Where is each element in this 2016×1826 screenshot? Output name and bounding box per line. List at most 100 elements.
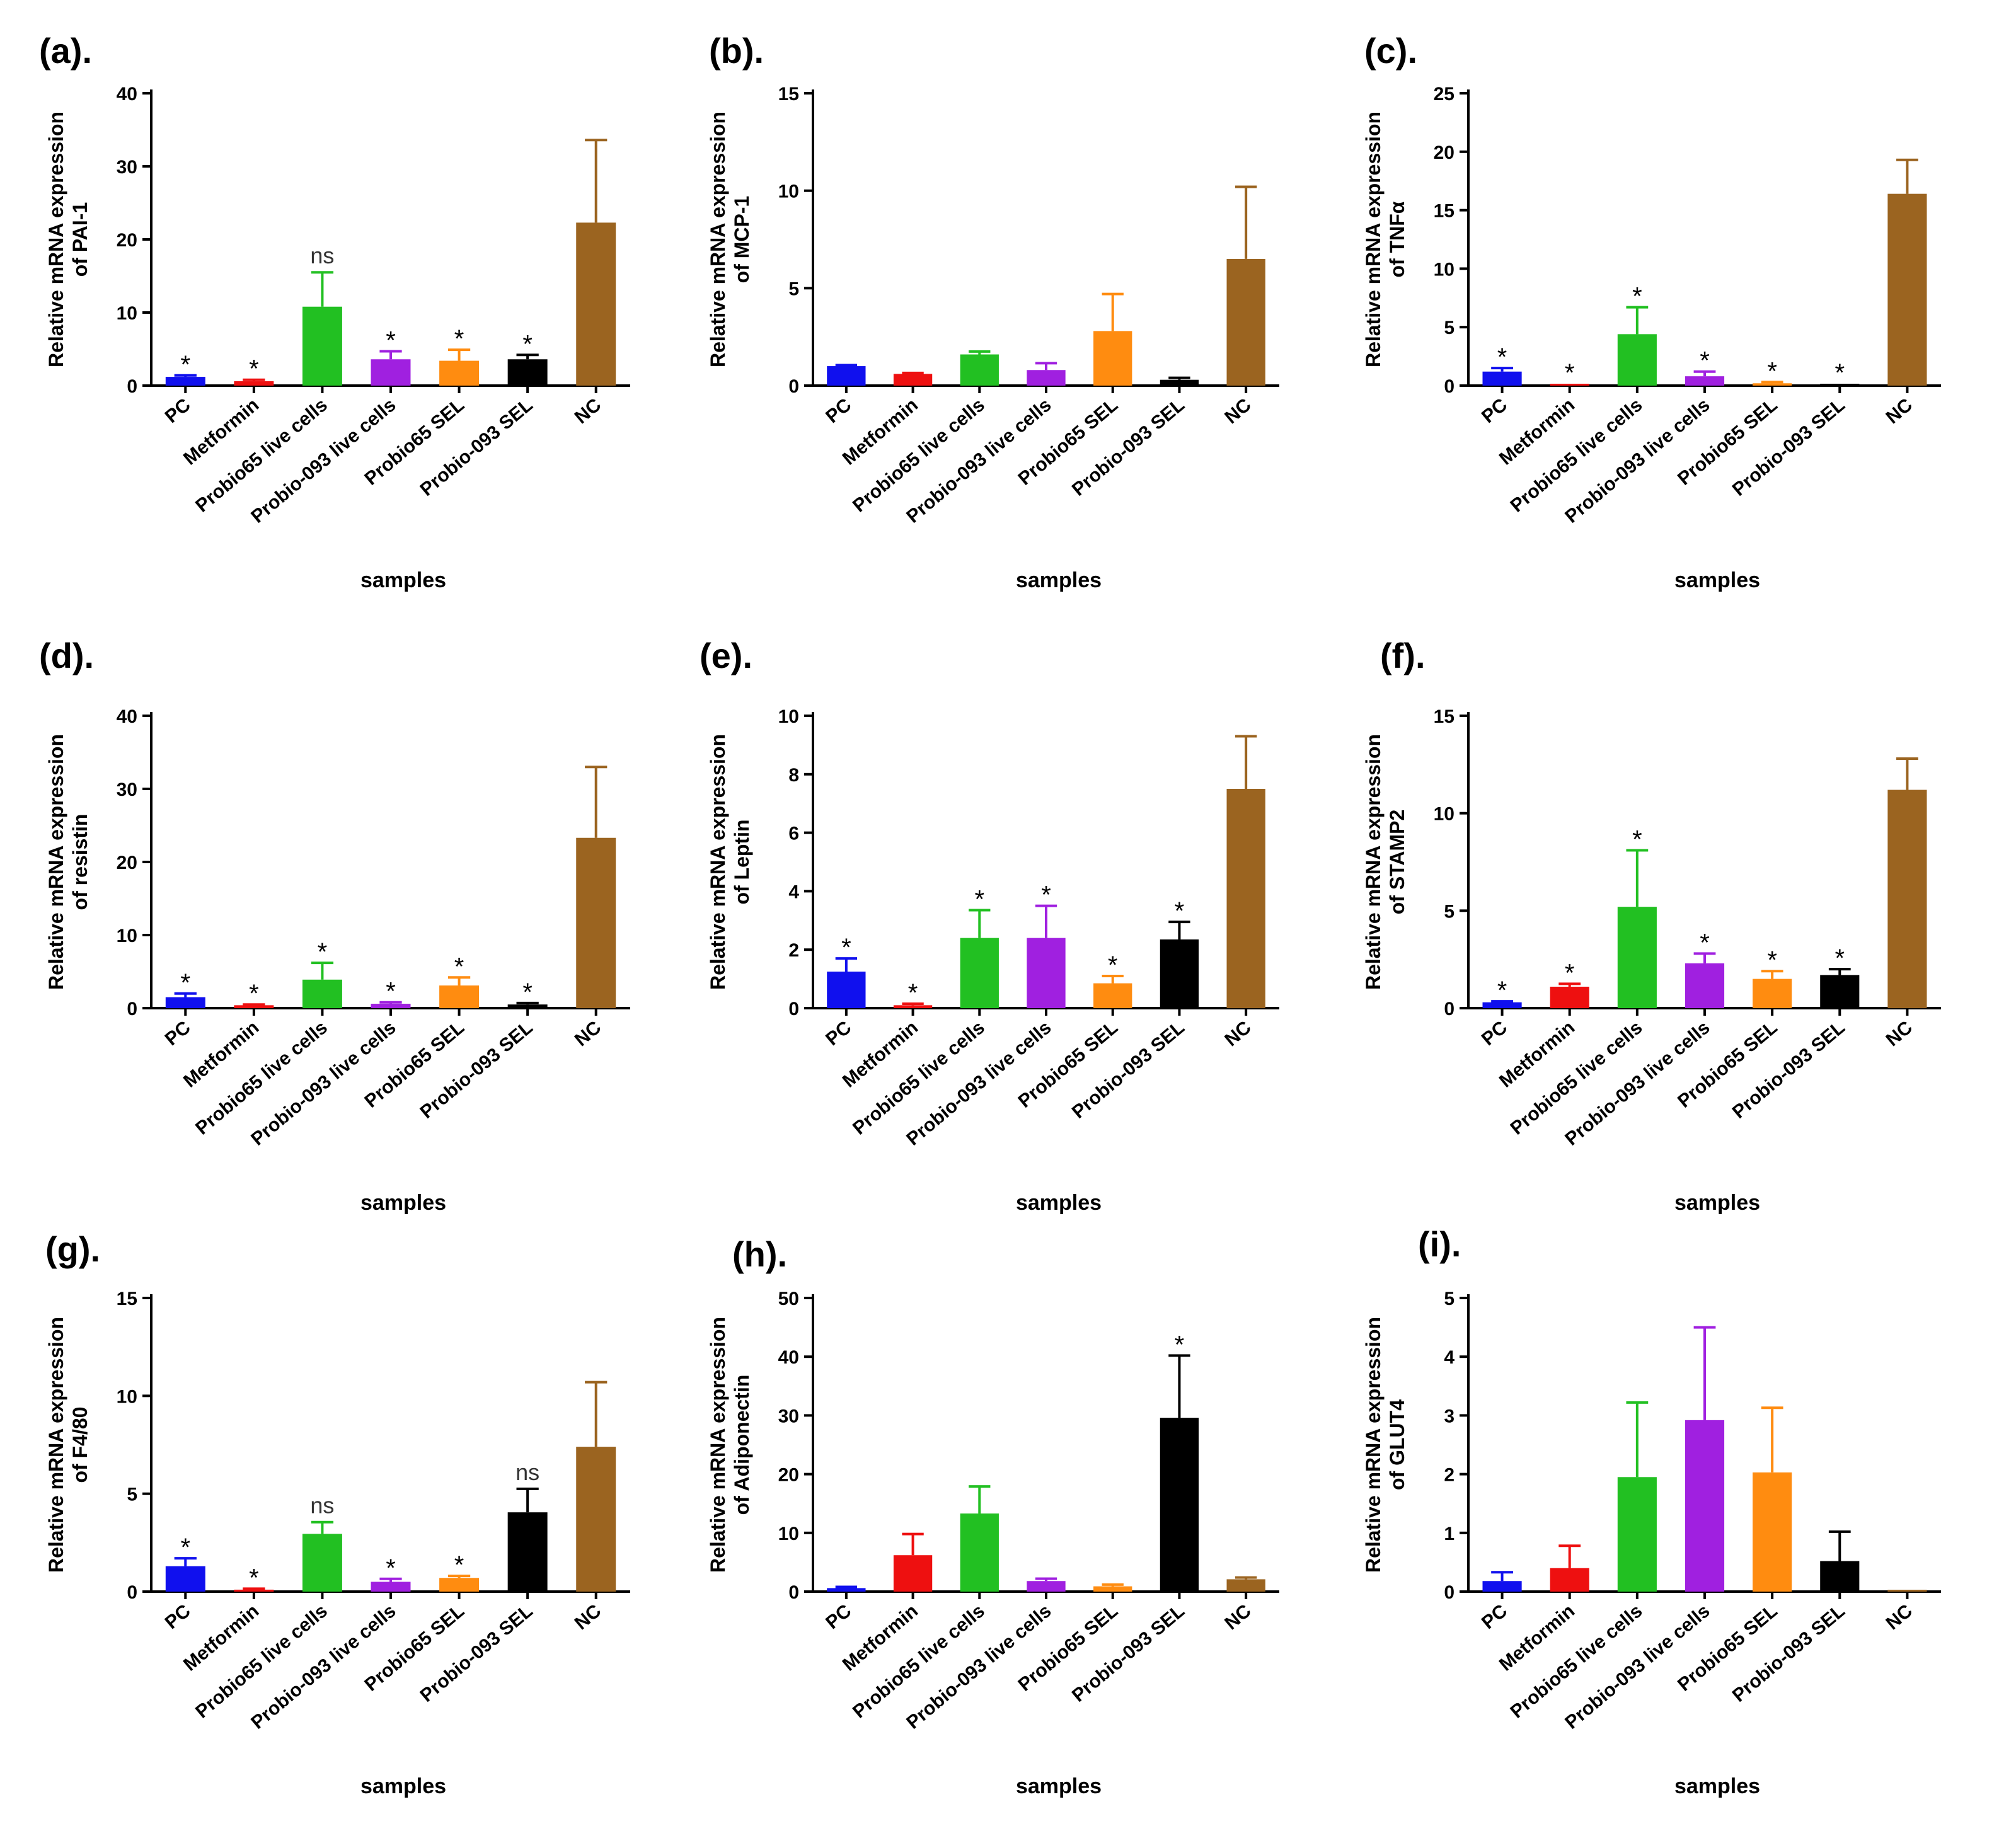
y-axis-title-line1: Relative mRNA expression bbox=[1362, 112, 1385, 367]
y-tick-label: 6 bbox=[788, 824, 799, 844]
bar-1 bbox=[827, 972, 866, 1008]
y-tick-label: 0 bbox=[1444, 1582, 1454, 1603]
bar-2 bbox=[893, 1005, 933, 1008]
bar-5 bbox=[439, 985, 480, 1008]
bar-7 bbox=[1226, 1579, 1265, 1592]
y-tick-label: 20 bbox=[1434, 142, 1454, 163]
chart-panel-6: (f). Relative mRNA expressionof STAMP2 0 5 1… bbox=[1362, 636, 1941, 1215]
y-tick-label: 15 bbox=[778, 84, 799, 105]
x-tick-label: PC bbox=[1478, 394, 1511, 427]
significance-star: * bbox=[180, 1534, 190, 1561]
panel-label: (e). bbox=[700, 636, 752, 675]
panel-label: (b). bbox=[709, 31, 764, 71]
significance-star: * bbox=[522, 979, 533, 1006]
y-axis-title-gene: of Adiponectin bbox=[730, 1375, 753, 1515]
bar-4 bbox=[1685, 1420, 1725, 1592]
chart-panel-3: (c). Relative mRNA expressionof TNFα 0 5 10 1… bbox=[1362, 31, 1941, 592]
y-tick-label: 30 bbox=[117, 779, 137, 800]
y-axis-title-line1: Relative mRNA expression bbox=[1362, 1317, 1385, 1573]
x-axis-title: samples bbox=[360, 1191, 446, 1215]
y-tick-label: 0 bbox=[127, 376, 137, 397]
y-axis-title: Relative mRNA expressionof resistin bbox=[45, 734, 91, 990]
bar-6 bbox=[1820, 384, 1860, 386]
y-tick-label: 5 bbox=[1444, 901, 1454, 922]
bar-5 bbox=[439, 1578, 480, 1592]
y-tick-label: 10 bbox=[117, 926, 137, 946]
y-tick-label: 5 bbox=[788, 278, 799, 299]
bar-2 bbox=[893, 374, 933, 386]
bar-6 bbox=[1160, 1418, 1199, 1592]
y-tick-label: 4 bbox=[788, 881, 799, 902]
significance-star: * bbox=[318, 938, 328, 966]
bar-1 bbox=[165, 997, 205, 1008]
x-tick-label: Probio-093 SEL bbox=[1068, 1017, 1189, 1123]
bar-2 bbox=[234, 1589, 274, 1592]
ns-label: ns bbox=[310, 1493, 334, 1519]
significance-star: * bbox=[1632, 825, 1642, 853]
significance-star: * bbox=[841, 934, 851, 962]
significance-star: * bbox=[974, 886, 984, 914]
significance-star: * bbox=[1700, 347, 1710, 375]
y-axis-title-line1: Relative mRNA expression bbox=[1362, 734, 1385, 990]
bar-1 bbox=[827, 366, 866, 386]
bar-1 bbox=[1482, 1581, 1522, 1592]
significance-star: * bbox=[1835, 945, 1845, 972]
y-axis-title: Relative mRNA expressionof GLUT4 bbox=[1362, 1317, 1408, 1573]
bar-6 bbox=[1160, 379, 1199, 386]
bar-1 bbox=[1482, 1002, 1522, 1008]
significance-star: * bbox=[1767, 946, 1777, 974]
panel-label: (i). bbox=[1418, 1224, 1461, 1264]
x-tick-label: Probio65 live cells bbox=[192, 1017, 331, 1139]
chart-panel-4: (d). Relative mRNA expressionof resistin 0… bbox=[39, 636, 630, 1215]
bar-3 bbox=[1617, 1477, 1657, 1592]
bar-4 bbox=[371, 1004, 411, 1008]
y-axis-title-line1: Relative mRNA expression bbox=[45, 1317, 67, 1573]
bar-3 bbox=[1617, 334, 1657, 386]
bar-7 bbox=[576, 837, 616, 1008]
significance-star: * bbox=[1497, 977, 1507, 1004]
significance-star: * bbox=[1632, 283, 1642, 311]
significance-star: * bbox=[1767, 357, 1777, 385]
bar-1 bbox=[165, 377, 205, 386]
x-tick-label: NC bbox=[1882, 394, 1916, 428]
y-axis-title-gene: of PAI-1 bbox=[69, 202, 91, 277]
significance-star: * bbox=[1497, 343, 1507, 371]
y-tick-label: 5 bbox=[127, 1484, 137, 1505]
chart-panel-7: (g). Relative mRNA expressionof F4/80 0 5 10… bbox=[45, 1229, 630, 1798]
bar-2 bbox=[893, 1555, 933, 1592]
significance-star: * bbox=[1175, 897, 1185, 925]
significance-star: * bbox=[522, 330, 533, 358]
y-axis-title-line1: Relative mRNA expression bbox=[706, 1317, 729, 1573]
y-tick-label: 0 bbox=[127, 999, 137, 1019]
bar-7 bbox=[1226, 789, 1265, 1008]
chart-panel-8: (h). Relative mRNA expressionof Adiponect… bbox=[706, 1234, 1279, 1798]
y-axis-title-line1: Relative mRNA expression bbox=[706, 734, 729, 990]
bar-1 bbox=[1482, 371, 1522, 386]
y-tick-label: 1 bbox=[1444, 1524, 1454, 1544]
y-axis-title: Relative mRNA expressionof F4/80 bbox=[45, 1317, 91, 1573]
bar-4 bbox=[1027, 1581, 1066, 1592]
bar-7 bbox=[1887, 1590, 1927, 1592]
bar-2 bbox=[1550, 986, 1589, 1008]
x-tick-label: Probio65 live cells bbox=[192, 1600, 331, 1723]
y-tick-label: 25 bbox=[1434, 84, 1454, 105]
x-tick-label: Probio-093 SEL bbox=[417, 1600, 537, 1706]
significance-star: * bbox=[1565, 959, 1575, 987]
x-axis-title: samples bbox=[1674, 568, 1760, 592]
bar-5 bbox=[1093, 331, 1132, 386]
y-axis-title: Relative mRNA expressionof STAMP2 bbox=[1362, 734, 1408, 990]
significance-star: * bbox=[386, 326, 396, 354]
bar-3 bbox=[960, 354, 999, 386]
y-axis-title-gene: of MCP-1 bbox=[730, 196, 753, 284]
significance-star: * bbox=[249, 980, 259, 1008]
y-tick-label: 15 bbox=[1434, 201, 1454, 222]
bar-5 bbox=[1753, 1472, 1792, 1592]
bar-4 bbox=[1685, 963, 1725, 1008]
y-tick-label: 40 bbox=[778, 1347, 799, 1368]
panel-label: (d). bbox=[39, 636, 94, 675]
panel-label: (a). bbox=[39, 31, 92, 71]
y-tick-label: 0 bbox=[1444, 376, 1454, 397]
x-tick-label: PC bbox=[822, 1600, 855, 1633]
chart-panel-5: (e). Relative mRNA expressionof Leptin 0 2 4… bbox=[700, 636, 1279, 1215]
